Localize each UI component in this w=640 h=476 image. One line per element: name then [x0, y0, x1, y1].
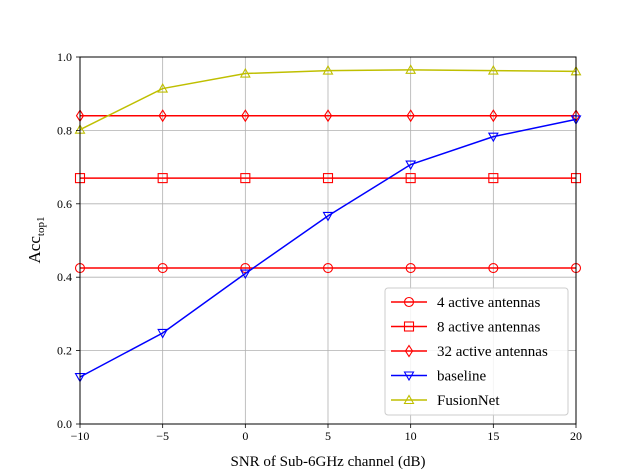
square-marker [488, 173, 499, 184]
legend-label: baseline [437, 369, 486, 385]
series-line [79, 69, 577, 131]
y-tick-label: 0.8 [57, 123, 72, 137]
y-axis-label-main: Acc [25, 236, 44, 264]
legend-label: 32 active antennas [437, 344, 548, 360]
x-tick-label: 0 [242, 429, 248, 443]
x-tick-label: 15 [487, 429, 499, 443]
legend-label: 8 active antennas [437, 320, 540, 336]
triangle-up-marker [239, 67, 251, 78]
legend-label: 4 active antennas [437, 295, 540, 311]
square-marker [405, 173, 416, 184]
legend: 4 active antennas 8 active antennas 32 act… [384, 287, 569, 416]
square-marker [157, 173, 168, 184]
y-tick-label: 0.2 [57, 344, 72, 358]
square-marker [403, 321, 415, 332]
triangle-down-marker [157, 328, 169, 339]
square-marker [322, 173, 334, 184]
legend-box [384, 287, 569, 416]
legend-entry: 32 active antennas [391, 344, 548, 360]
triangle-up-marker [405, 64, 417, 74]
circle-marker [240, 262, 251, 274]
circle-marker [403, 296, 415, 308]
legend-entry: 8 active antennas [391, 320, 540, 336]
y-tick-label: 0.6 [57, 197, 72, 211]
legend-entry: 4 active antennas [391, 295, 540, 311]
triangle-down-marker [239, 269, 251, 280]
x-axis-label: SNR of Sub-6GHz channel (dB) [231, 454, 426, 470]
diamond-marker [489, 109, 498, 123]
legend-entry: FusionNet [391, 393, 500, 409]
circle-marker [488, 262, 499, 274]
x-tick-label: 20 [570, 429, 582, 443]
y-axis-label-subscript: top1 [35, 217, 47, 237]
diamond-marker [158, 109, 167, 123]
diamond-marker [241, 109, 250, 123]
series-layer [74, 64, 582, 383]
circle-marker [157, 262, 168, 274]
legend-entry: baseline [391, 369, 486, 385]
circle-marker [405, 262, 416, 274]
x-tick-label: −5 [156, 429, 169, 443]
triangle-up-marker [322, 64, 334, 75]
triangle-up-marker [157, 82, 169, 93]
square-marker [240, 173, 251, 184]
y-tick-label: 1.0 [57, 50, 72, 64]
diamond-marker [323, 109, 333, 123]
triangle-down-marker [322, 211, 334, 222]
y-tick-label: 0.0 [57, 417, 72, 431]
y-axis-label: Acctop1 [25, 217, 47, 264]
x-tick-label: −10 [71, 429, 90, 443]
triangle-up-marker [403, 394, 415, 405]
diamond-marker [406, 109, 415, 123]
ticks: −10 −5 0 5 10 15 20 0.0 0.2 0.4 0.6 0.8 1.0 [57, 50, 582, 443]
triangle-down-marker [403, 371, 415, 382]
series-line [79, 118, 577, 378]
y-tick-label: 0.4 [57, 270, 72, 284]
x-tick-label: 5 [325, 429, 331, 443]
diamond-marker [404, 344, 414, 358]
triangle-down-marker [405, 160, 417, 171]
triangle-up-marker [487, 64, 499, 75]
legend-label: FusionNet [437, 393, 500, 409]
circle-marker [322, 262, 334, 274]
x-tick-label: 10 [405, 429, 417, 443]
triangle-down-marker [487, 132, 499, 143]
series-32-active-antennas [75, 109, 581, 123]
